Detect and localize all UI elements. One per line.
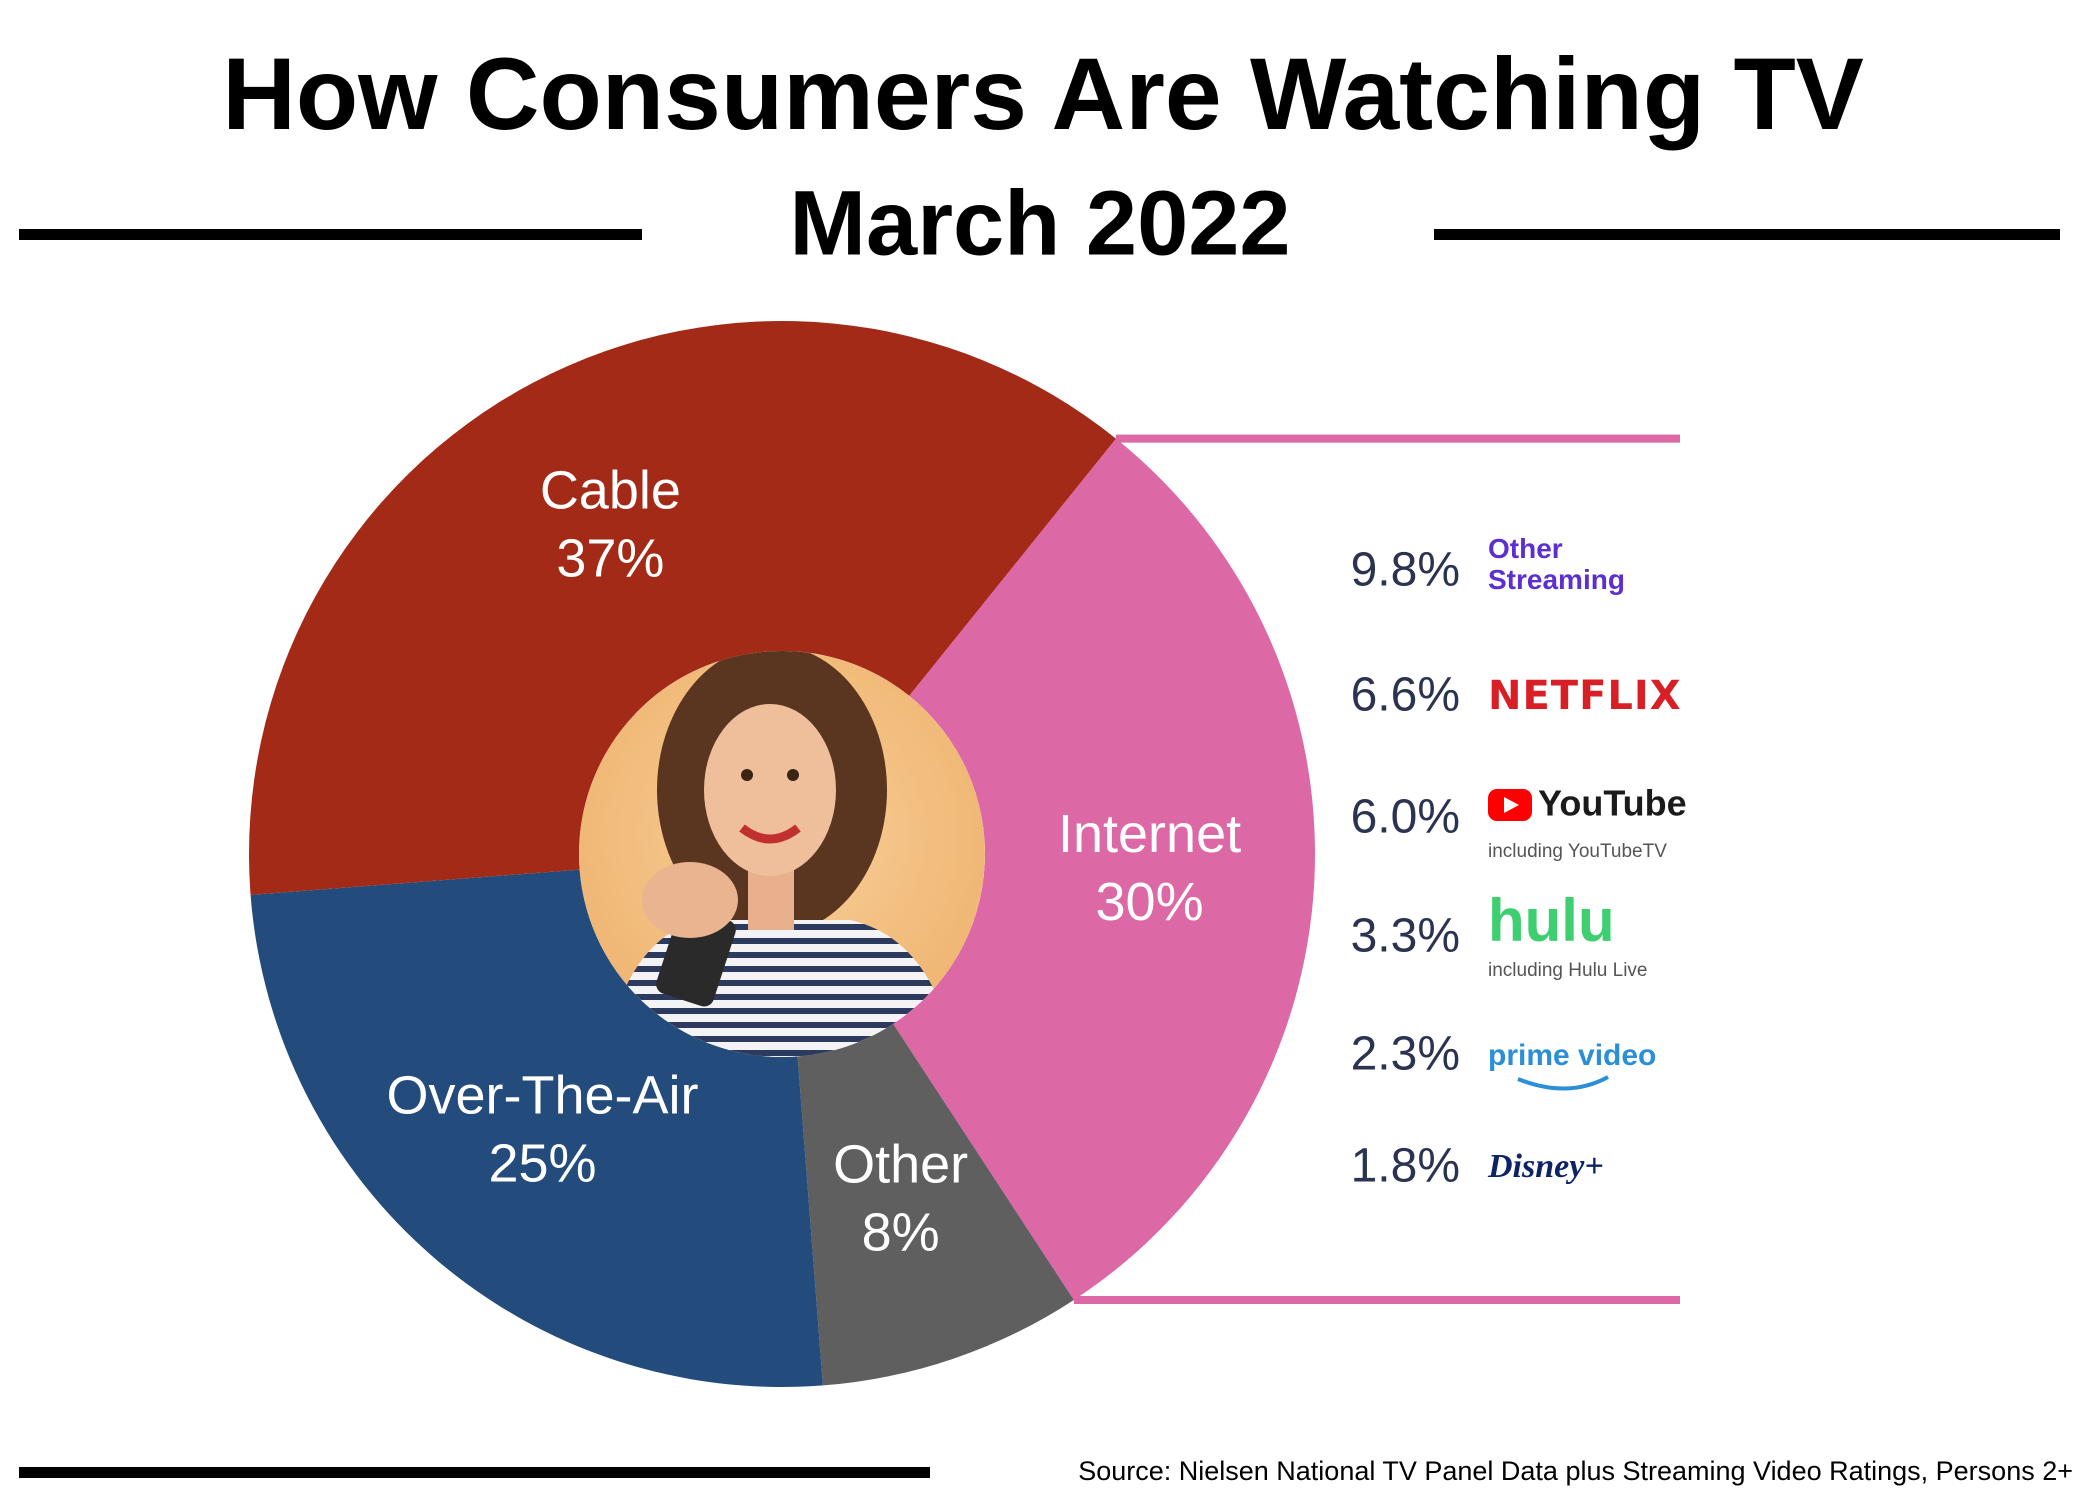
slice-name: Internet bbox=[1058, 804, 1241, 864]
service-note: including YouTubeTV bbox=[1488, 841, 1667, 862]
rule bbox=[1434, 229, 2060, 240]
slice bbox=[893, 438, 1315, 1300]
share-value: 6.6% bbox=[1351, 669, 1460, 722]
slice-name: Cable bbox=[540, 461, 681, 521]
service-name: Disney+ bbox=[1487, 1148, 1604, 1185]
chart-title: How Consumers Are Watching TV bbox=[222, 37, 1864, 151]
chart-subtitle: March 2022 bbox=[789, 172, 1290, 274]
service-name: Other Streaming bbox=[1488, 533, 1625, 595]
photo bbox=[579, 651, 985, 1057]
slice bbox=[797, 1023, 1074, 1386]
slice-value: 37% bbox=[556, 529, 664, 589]
slice-name: Over-The-Air bbox=[386, 1066, 698, 1126]
share-value: 3.3% bbox=[1351, 910, 1460, 963]
share-value: 1.8% bbox=[1351, 1140, 1460, 1193]
slice-value: 8% bbox=[862, 1203, 940, 1263]
service-name: prime video bbox=[1488, 1039, 1656, 1072]
service-name: NETFLIX bbox=[1488, 673, 1682, 719]
rule bbox=[19, 229, 642, 240]
share-value: 6.0% bbox=[1351, 791, 1460, 844]
slice bbox=[249, 321, 1116, 895]
breakdown: 9.8% Other Streaming 6.6% NETFLIX 6.0% YouTub… bbox=[1351, 533, 1687, 1193]
source-note: Source: Nielsen National TV Panel Data p… bbox=[1078, 1456, 2073, 1486]
service-name: YouTube bbox=[1538, 783, 1687, 824]
service-name: Other Streaming bbox=[1488, 533, 1625, 595]
service-note: including Hulu Live bbox=[1488, 960, 1648, 981]
bracket bbox=[1073, 434, 1680, 1304]
logo-smile bbox=[1517, 1075, 1609, 1091]
service-name: hulu bbox=[1488, 887, 1615, 954]
slice bbox=[250, 869, 823, 1387]
share-value: 2.3% bbox=[1351, 1028, 1460, 1081]
slices: Internet 30% Other 8% Over-The-Air 25% Cable 37… bbox=[249, 321, 1315, 1387]
rule bbox=[19, 1467, 930, 1478]
share-value: 9.8% bbox=[1351, 544, 1460, 597]
slice-name: Other bbox=[833, 1135, 968, 1195]
slice-value: 30% bbox=[1096, 872, 1204, 932]
slice-value: 25% bbox=[488, 1134, 596, 1194]
logo-icon bbox=[1504, 797, 1519, 813]
